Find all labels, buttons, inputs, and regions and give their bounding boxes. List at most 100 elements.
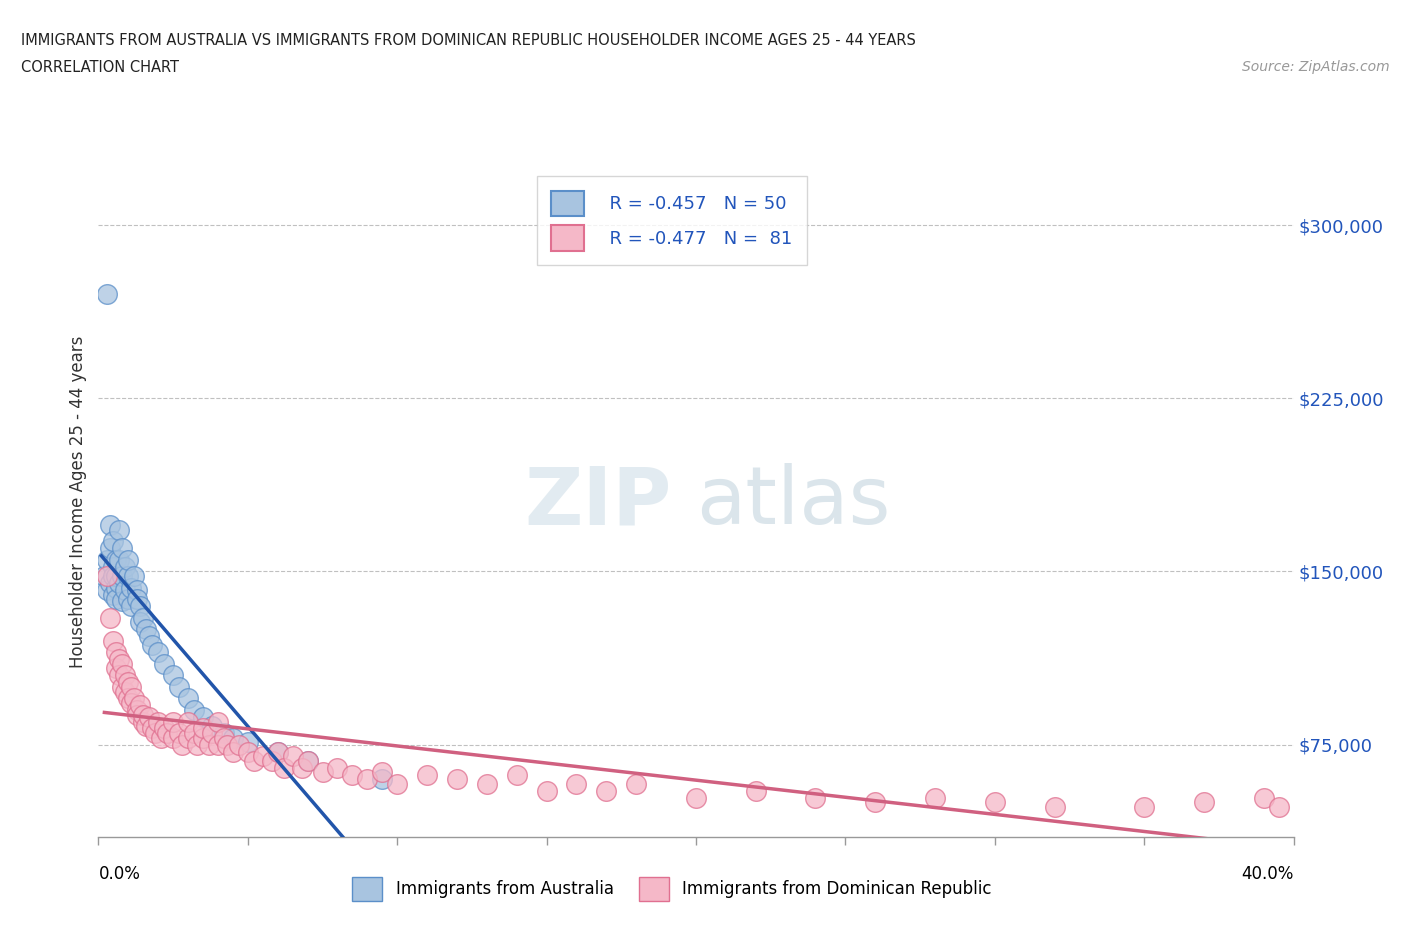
Point (983, 795, 1005, 810)
Point (103, 534, 125, 549)
Point (212, 730, 235, 745)
Point (183, 702, 205, 717)
Text: atlas: atlas (696, 463, 890, 541)
Point (446, 772, 468, 787)
Point (105, 644, 128, 659)
Point (506, 767, 529, 782)
Point (371, 764, 394, 779)
Point (228, 737, 250, 752)
Point (103, 560, 125, 575)
Text: 0.0%: 0.0% (98, 865, 141, 883)
Point (117, 568, 139, 583)
Point (326, 761, 349, 776)
Point (103, 587, 125, 602)
Point (565, 777, 588, 791)
Point (127, 707, 149, 722)
Point (124, 691, 146, 706)
Point (105, 580, 128, 595)
Point (141, 638, 163, 653)
Text: IMMIGRANTS FROM AUSTRALIA VS IMMIGRANTS FROM DOMINICAN REPUBLIC HOUSEHOLDER INCO: IMMIGRANTS FROM AUSTRALIA VS IMMIGRANTS … (21, 33, 915, 47)
Point (167, 680, 190, 695)
Y-axis label: Householder Income Ages 25 - 44 years: Householder Income Ages 25 - 44 years (69, 336, 87, 669)
Point (416, 767, 439, 782)
Point (201, 725, 224, 740)
Point (108, 668, 131, 683)
Legend: Immigrants from Australia, Immigrants from Dominican Republic: Immigrants from Australia, Immigrants fr… (344, 869, 1000, 909)
Point (191, 710, 214, 724)
Point (162, 714, 184, 729)
Point (745, 783, 768, 798)
Point (98, 518, 122, 533)
Point (117, 552, 139, 567)
Point (865, 795, 887, 810)
Point (96, 552, 118, 567)
Point (124, 568, 146, 583)
Text: 40.0%: 40.0% (1241, 865, 1294, 883)
Point (132, 610, 155, 625)
Point (111, 568, 134, 583)
Point (108, 523, 131, 538)
Point (281, 749, 304, 764)
Point (198, 737, 221, 752)
Point (114, 684, 136, 699)
Point (177, 730, 200, 745)
Point (96, 568, 118, 583)
Point (129, 599, 152, 614)
Text: Source: ZipAtlas.com: Source: ZipAtlas.com (1241, 60, 1389, 74)
Point (135, 622, 157, 637)
Point (105, 552, 128, 567)
Point (252, 749, 274, 764)
Point (120, 580, 142, 595)
Point (685, 790, 707, 805)
Point (132, 707, 155, 722)
Point (311, 764, 333, 779)
Point (1192, 795, 1215, 810)
Point (177, 714, 200, 729)
Point (114, 668, 136, 683)
Point (624, 777, 647, 791)
Point (342, 767, 364, 782)
Point (117, 591, 139, 606)
Point (111, 657, 134, 671)
Point (103, 568, 125, 583)
Point (595, 783, 617, 798)
Point (132, 714, 155, 729)
Point (1133, 800, 1156, 815)
Point (96, 582, 118, 597)
Point (236, 744, 259, 759)
Text: ZIP: ZIP (524, 463, 672, 541)
Point (290, 761, 312, 776)
Point (162, 668, 184, 683)
Point (98, 541, 122, 556)
Point (297, 753, 319, 768)
Point (143, 725, 166, 740)
Point (273, 761, 295, 776)
Point (153, 721, 176, 736)
Point (148, 714, 170, 729)
Point (111, 594, 134, 609)
Point (222, 730, 245, 745)
Point (215, 737, 238, 752)
Point (105, 568, 128, 583)
Point (105, 661, 128, 676)
Point (156, 725, 179, 740)
Point (207, 737, 229, 752)
Point (150, 730, 173, 745)
Point (114, 560, 136, 575)
Point (135, 719, 157, 734)
Point (191, 721, 214, 736)
Point (260, 753, 283, 768)
Point (93, 568, 115, 583)
Point (120, 680, 142, 695)
Point (924, 790, 946, 805)
Point (108, 652, 131, 667)
Point (267, 744, 290, 759)
Point (129, 615, 152, 630)
Point (267, 744, 290, 759)
Point (111, 541, 134, 556)
Point (1267, 800, 1289, 815)
Point (177, 691, 200, 706)
Point (1043, 800, 1066, 815)
Point (117, 691, 139, 706)
Text: CORRELATION CHART: CORRELATION CHART (21, 60, 179, 75)
